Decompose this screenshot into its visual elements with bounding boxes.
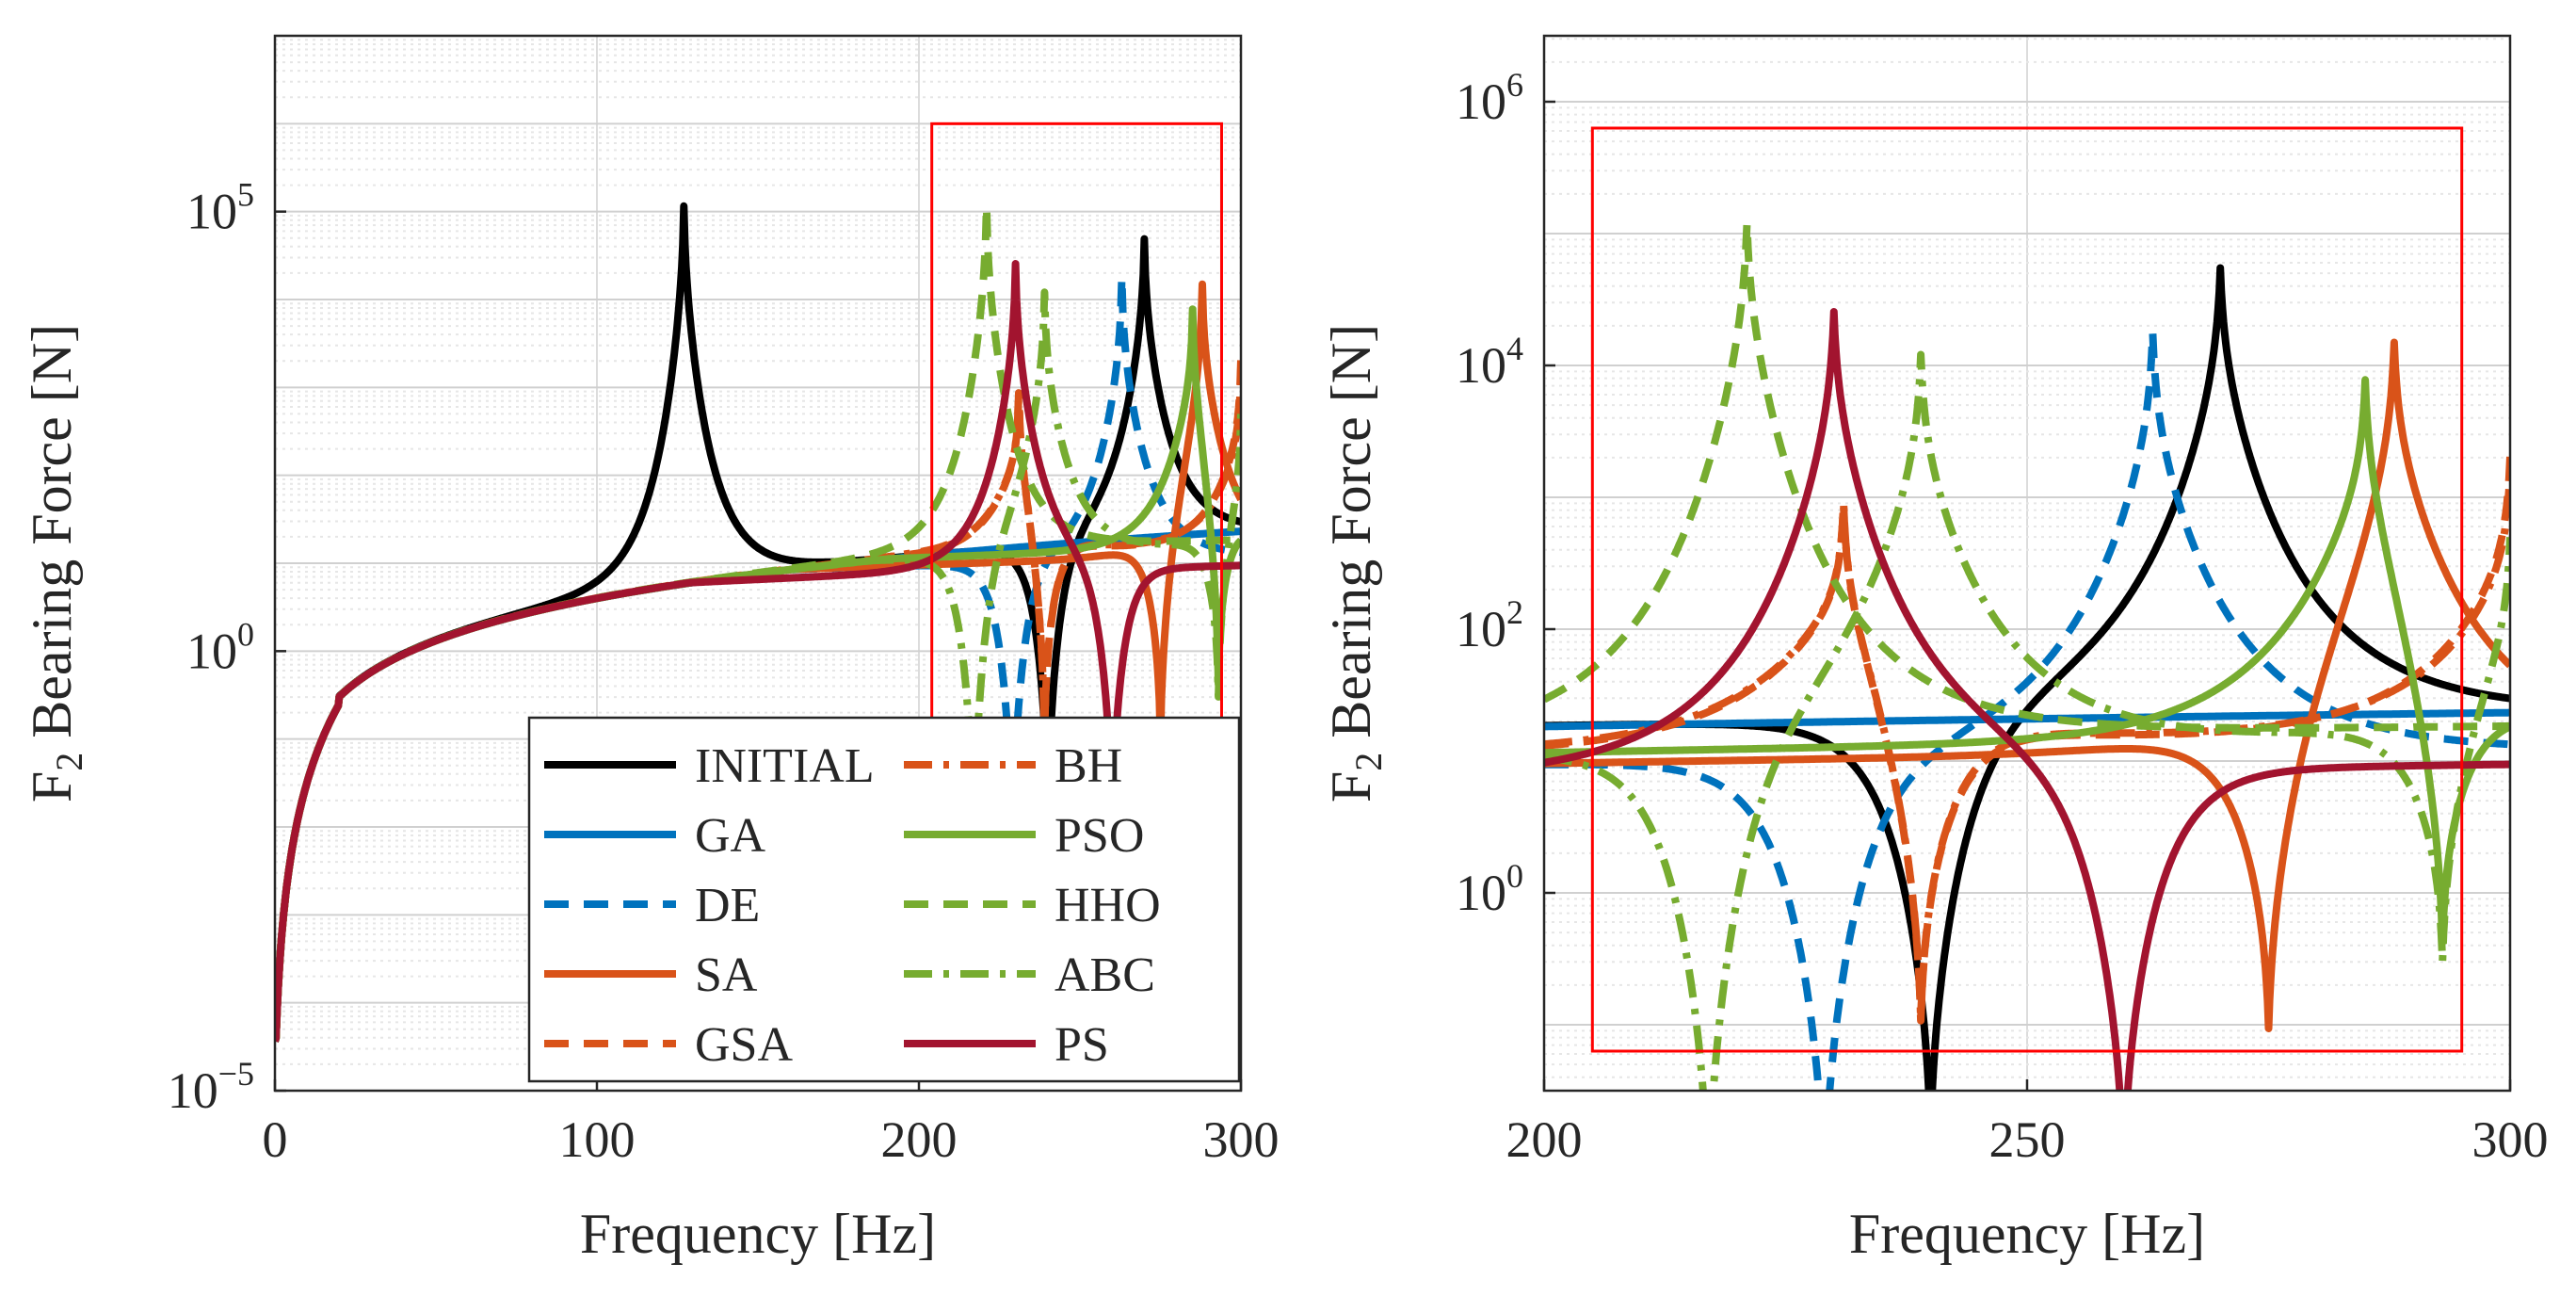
series-line-pso — [1544, 376, 2510, 947]
y-tick-labels: 10−5 100 105 — [168, 176, 254, 1119]
y-tick-label: 106 — [1456, 66, 1523, 130]
x-tick-label: 300 — [1203, 1111, 1280, 1168]
series-line-ps — [275, 260, 1241, 1043]
y-axis-label: F2 Bearing Force [N] — [21, 324, 90, 802]
y-tick-label: 10−5 — [168, 1055, 254, 1119]
axes — [1542, 34, 2512, 1093]
series-lines — [1544, 219, 2510, 1091]
legend-label-gsa: GSA — [695, 1018, 793, 1072]
x-tick-label: 100 — [559, 1111, 636, 1168]
x-axis-label: Frequency [Hz] — [580, 1203, 936, 1265]
legend-label-initial: INITIAL — [695, 739, 875, 793]
legend-label-de: DE — [695, 879, 760, 932]
legend-label-pso: PSO — [1055, 809, 1144, 863]
x-tick-labels: 0 100 200 300 — [263, 1111, 1280, 1168]
axes-frame — [273, 34, 1243, 1093]
y-tick-label: 100 — [1456, 857, 1523, 921]
series-line-sa — [1544, 338, 2510, 1032]
y-axis-label: F2 Bearing Force [N] — [1320, 324, 1390, 802]
series-line-de — [1544, 329, 2510, 1091]
legend-label-hho: HHO — [1055, 879, 1161, 932]
legend-label-bh: BH — [1055, 739, 1122, 793]
y-tick-label: 105 — [186, 176, 254, 240]
y-tick-labels: 100 102 104 106 — [1456, 66, 1523, 921]
legend-label-ga: GA — [695, 809, 766, 863]
series-line-abc — [1544, 350, 2510, 1091]
legend-label-sa: SA — [695, 948, 758, 1002]
x-axis-label: Frequency [Hz] — [1849, 1203, 2205, 1265]
chart-panel-zoom: 200 250 300 100 102 104 106 Frequency [Hz] F2… — [1320, 34, 2549, 1265]
legend-label-ps: PS — [1055, 1018, 1109, 1072]
series-line-hho — [1544, 219, 2510, 732]
legend-label-abc: ABC — [1055, 948, 1155, 1002]
series-line-bh — [1544, 467, 2510, 1023]
y-tick-label: 100 — [186, 615, 254, 679]
x-tick-label: 200 — [1506, 1111, 1583, 1168]
x-tick-label: 250 — [1989, 1111, 2066, 1168]
y-tick-label: 104 — [1456, 330, 1523, 394]
chart-panel-full-range: 0 100 200 300 10−5 100 105 Frequency [Hz] F2 … — [21, 34, 1280, 1265]
series-lines — [275, 202, 1241, 1043]
x-tick-label: 200 — [881, 1111, 958, 1168]
x-tick-labels: 200 250 300 — [1506, 1111, 2549, 1168]
y-tick-label: 102 — [1456, 593, 1523, 657]
legend: INITIAL GA DE SA GSA BH PSO HHO ABC PS — [527, 716, 1241, 1083]
x-tick-label: 0 — [263, 1111, 288, 1168]
zoom-region-box — [1590, 126, 2464, 1053]
x-tick-label: 300 — [2472, 1111, 2549, 1168]
series-line-ps — [1544, 308, 2510, 1091]
legend-box — [527, 716, 1241, 1083]
